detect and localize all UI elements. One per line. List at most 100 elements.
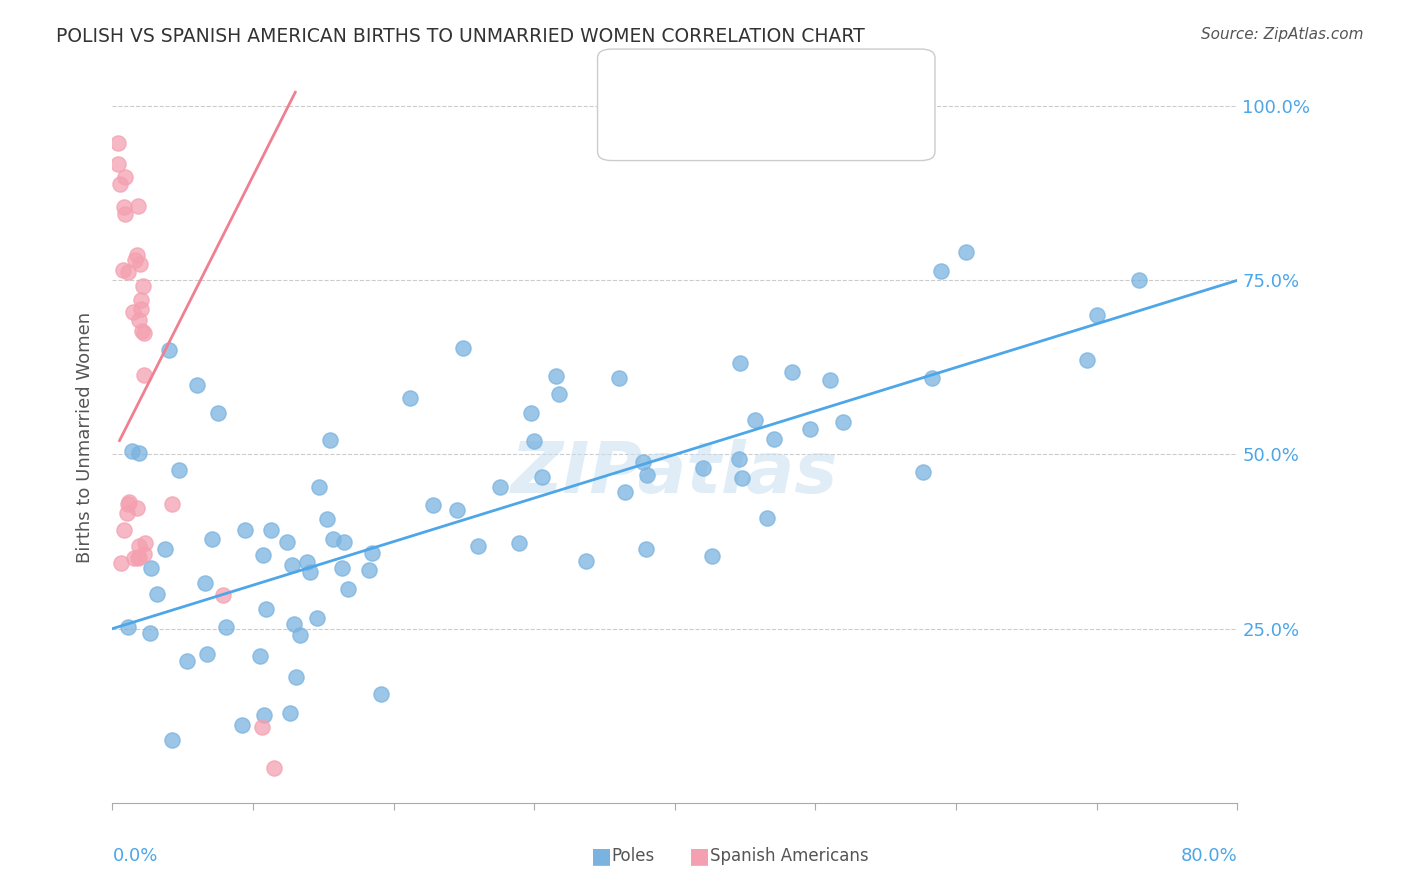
Point: [360, 546, 382, 560]
Point: [446, 503, 468, 517]
Point: [607, 371, 630, 385]
Point: [117, 620, 139, 634]
Point: [153, 541, 176, 556]
Point: [370, 687, 392, 701]
Text: 0.0%: 0.0%: [112, 847, 157, 864]
Point: [508, 536, 530, 550]
Point: [211, 588, 233, 602]
Point: [146, 587, 169, 601]
Point: [139, 625, 162, 640]
Point: [283, 617, 305, 632]
Point: [128, 446, 150, 460]
Point: [193, 576, 215, 591]
Point: [818, 373, 841, 387]
Point: [308, 480, 330, 494]
Point: [112, 200, 135, 214]
Point: [112, 523, 135, 537]
Point: [134, 536, 156, 550]
Point: [631, 455, 654, 469]
Point: [330, 560, 353, 574]
Point: [780, 365, 803, 379]
Point: [575, 554, 598, 568]
Point: [129, 257, 152, 271]
Point: [128, 539, 150, 553]
Point: [488, 480, 510, 494]
Point: [111, 263, 134, 277]
Point: [107, 157, 129, 171]
Point: [921, 371, 943, 385]
Point: [127, 550, 149, 565]
Point: [128, 313, 150, 327]
Point: [117, 264, 139, 278]
Point: [744, 413, 766, 427]
Point: [160, 497, 183, 511]
Point: [799, 421, 821, 435]
Point: [107, 136, 129, 151]
Point: [160, 732, 183, 747]
Point: [132, 278, 155, 293]
Point: [201, 532, 224, 546]
Point: [453, 341, 475, 355]
Point: [129, 301, 152, 316]
Point: [131, 324, 153, 338]
Point: [129, 293, 152, 308]
Point: [728, 451, 751, 466]
Text: R = 0.415   N = 80: R = 0.415 N = 80: [665, 76, 823, 94]
Point: [467, 539, 489, 553]
Point: [139, 560, 162, 574]
Point: [121, 443, 143, 458]
Point: [636, 468, 658, 483]
Point: [832, 415, 855, 429]
Point: [290, 628, 312, 642]
Point: [929, 264, 952, 278]
Point: [613, 484, 636, 499]
Point: [125, 500, 148, 515]
Point: [278, 706, 301, 720]
Point: [263, 761, 285, 775]
Point: [399, 391, 422, 405]
Point: [117, 497, 139, 511]
Point: [298, 565, 321, 579]
Point: [336, 582, 359, 596]
Point: [315, 512, 337, 526]
Point: [215, 620, 238, 634]
Point: [731, 471, 754, 485]
Point: [231, 717, 253, 731]
Point: [207, 406, 229, 420]
Point: [755, 511, 778, 525]
Point: [530, 469, 553, 483]
Point: [520, 406, 543, 420]
Text: ■: ■: [630, 75, 651, 95]
Text: 80.0%: 80.0%: [1181, 847, 1237, 864]
Text: ZIPatlas: ZIPatlas: [512, 439, 838, 508]
Point: [700, 549, 723, 563]
Point: [955, 244, 977, 259]
Text: ■: ■: [689, 847, 710, 866]
Point: [115, 506, 138, 520]
Point: [249, 648, 271, 663]
Text: R = 0.628   N = 36: R = 0.628 N = 36: [665, 114, 823, 132]
Point: [307, 610, 329, 624]
Point: [544, 369, 567, 384]
Text: Source: ZipAtlas.com: Source: ZipAtlas.com: [1201, 27, 1364, 42]
Point: [176, 654, 198, 668]
Point: [911, 466, 934, 480]
Point: [124, 551, 146, 566]
Point: [134, 548, 156, 562]
Point: [319, 433, 342, 447]
Point: [127, 199, 149, 213]
Point: [1085, 308, 1108, 322]
Point: [254, 602, 277, 616]
Text: ■: ■: [630, 113, 651, 133]
Point: [548, 387, 571, 401]
Point: [692, 461, 714, 475]
Point: [121, 305, 143, 319]
Point: [110, 178, 132, 192]
Point: [634, 541, 657, 556]
Point: [260, 523, 283, 537]
Point: [523, 434, 546, 448]
Point: [763, 432, 786, 446]
Point: [1076, 353, 1098, 368]
Point: [295, 555, 318, 569]
Point: [124, 253, 146, 268]
